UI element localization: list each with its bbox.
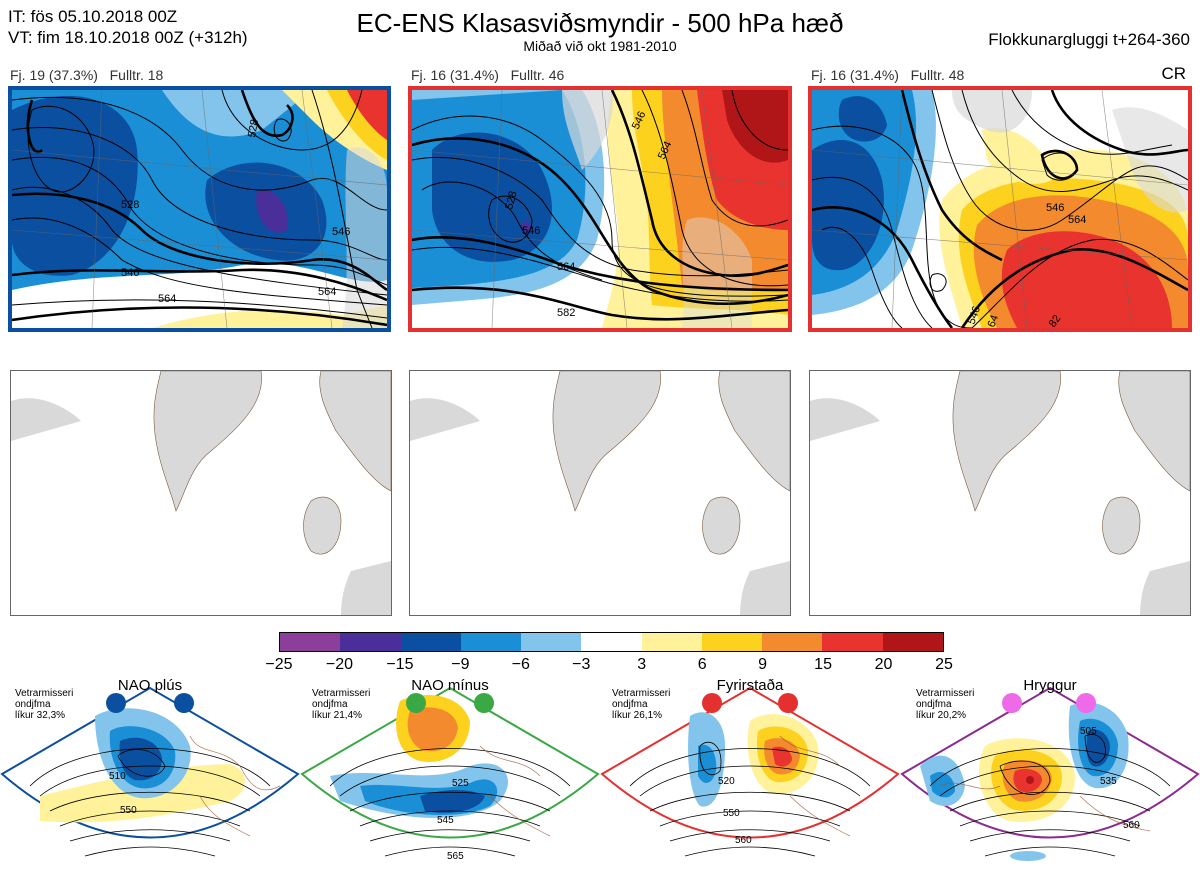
colorbar-tick-label: −3 bbox=[572, 656, 591, 673]
regime-contour-label: 560 bbox=[1123, 820, 1140, 831]
colorbar-bin bbox=[460, 633, 522, 651]
regime-note: Vetrarmisseri bbox=[612, 688, 670, 699]
cluster-map-2: 546 528 546 564 564 582 bbox=[408, 86, 792, 332]
cluster-1-label: Fj. 19 (37.3%) Fulltr. 18 bbox=[10, 67, 164, 83]
it-line: IT: fös 05.10.2018 00Z bbox=[8, 7, 178, 26]
contour-label: 546 bbox=[522, 225, 540, 237]
contour-label: 64 bbox=[986, 313, 1001, 328]
regime-note: ondjfma bbox=[612, 699, 648, 710]
regime-contour-label: 565 bbox=[447, 851, 464, 862]
colorbar-tick-label: −15 bbox=[386, 656, 414, 673]
colorbar-tick-label: 6 bbox=[697, 656, 707, 673]
contour-label: 546 bbox=[1046, 202, 1064, 214]
cluster-map-3: 546 564 546 64 82 bbox=[808, 86, 1192, 332]
contour-label: 564 bbox=[158, 293, 176, 305]
contour-label: 528 bbox=[246, 118, 261, 138]
regime-note: líkur 32,3% bbox=[15, 710, 65, 721]
regime-dot bbox=[1076, 693, 1096, 713]
regime-note: ondjfma bbox=[15, 699, 51, 710]
colorbar-bin bbox=[340, 633, 401, 651]
regime-dot bbox=[406, 693, 426, 713]
regime-name: Hryggur bbox=[1023, 677, 1076, 694]
blank-map-1 bbox=[10, 370, 392, 616]
regime-contour-label: 550 bbox=[723, 808, 740, 819]
contour-label: 564 bbox=[1068, 214, 1086, 226]
regime-fans: 510 550 NAO plús Vetrarmisseri ondjfma l… bbox=[0, 677, 1200, 862]
colorbar-bin bbox=[882, 633, 943, 651]
regime-contour-label: 505 bbox=[1080, 726, 1097, 737]
colorbar-bin bbox=[641, 633, 702, 651]
cluster-2-label: Fj. 16 (31.4%) Fulltr. 46 bbox=[411, 67, 565, 83]
colorbar-tick-label: −9 bbox=[451, 656, 470, 673]
contour-label: 564 bbox=[318, 286, 336, 298]
colorbar-bin bbox=[280, 633, 341, 651]
colorbar-bin bbox=[822, 633, 883, 651]
regime-dot bbox=[778, 693, 798, 713]
contour-label: 528 bbox=[121, 199, 139, 211]
page-title: EC-ENS Klasasviðsmyndir - 500 hPa hæð bbox=[356, 8, 844, 38]
contour-label: 582 bbox=[557, 307, 575, 319]
regime-dot bbox=[174, 693, 194, 713]
regime-note: líkur 20,2% bbox=[916, 710, 966, 721]
blank-map-2 bbox=[409, 370, 791, 616]
regime-contour-label: 535 bbox=[1100, 776, 1117, 787]
cluster-3-label: Fj. 16 (31.4%) Fulltr. 48 bbox=[811, 67, 965, 83]
regime-note: Vetrarmisseri bbox=[916, 688, 974, 699]
regime-name: NAO mínus bbox=[411, 677, 489, 694]
regime-note: Vetrarmisseri bbox=[312, 688, 370, 699]
regime-name: Fyrirstaða bbox=[717, 677, 784, 694]
regime-note: ondjfma bbox=[916, 699, 952, 710]
window-label: Flokkunargluggi t+264-360 bbox=[988, 30, 1190, 49]
regime-note: Vetrarmisseri bbox=[15, 688, 73, 699]
regime-contour-label: 550 bbox=[120, 805, 137, 816]
regime-note: líkur 21,4% bbox=[312, 710, 362, 721]
regime-dot bbox=[106, 693, 126, 713]
colorbar-bin bbox=[762, 633, 823, 651]
colorbar-tick-label: 20 bbox=[874, 656, 893, 673]
regime-dot bbox=[474, 693, 494, 713]
cluster-map-1: 528 528 546 564 546 564 bbox=[8, 86, 391, 332]
vt-line: VT: fim 18.10.2018 00Z (+312h) bbox=[8, 28, 248, 47]
regime-contour-label: 560 bbox=[735, 835, 752, 846]
regime-nao-plus: 510 550 NAO plús Vetrarmisseri ondjfma l… bbox=[0, 677, 300, 857]
colorbar-tick-label: −6 bbox=[511, 656, 530, 673]
colorbar-tick-label: 25 bbox=[935, 656, 953, 673]
regime-dot bbox=[1002, 693, 1022, 713]
contour-label: 528 bbox=[503, 190, 519, 211]
colorbar-tick-label: 3 bbox=[637, 656, 647, 673]
regime-blocking: 520 550 560 Fyrirstaða Vetrarmisseri ond… bbox=[600, 677, 900, 857]
colorbar-bin bbox=[701, 633, 763, 651]
regime-nao-minus: 525 545 565 NAO mínus Vetrarmisseri ondj… bbox=[300, 677, 600, 862]
regime-name: NAO plús bbox=[118, 677, 182, 694]
regime-ridge: 505 535 560 Hryggur Vetrarmisseri ondjfm… bbox=[900, 677, 1200, 861]
colorbar-tick-label: 15 bbox=[814, 656, 832, 673]
colorbar-bin bbox=[581, 633, 642, 651]
contour-label: 546 bbox=[121, 267, 139, 279]
colorbar-bin bbox=[400, 633, 461, 651]
init-time-text: IT: fös 05.10.2018 00Z VT: fim 18.10.201… bbox=[8, 6, 248, 48]
colorbar-tick-label: 9 bbox=[758, 656, 768, 673]
blank-map-3 bbox=[809, 370, 1191, 616]
regime-note: ondjfma bbox=[312, 699, 348, 710]
colorbar-tick-label: −20 bbox=[325, 656, 354, 673]
colorbar-tick-label: −25 bbox=[265, 656, 293, 673]
regime-contour-label: 545 bbox=[437, 815, 454, 826]
regime-note: líkur 26,1% bbox=[612, 710, 662, 721]
regime-row: 510 550 NAO plús Vetrarmisseri ondjfma l… bbox=[0, 676, 1200, 871]
regime-dot bbox=[702, 693, 722, 713]
contour-label: 546 bbox=[966, 305, 984, 326]
page-subtitle: Miðað við okt 1981-2010 bbox=[523, 38, 677, 54]
regime-contour-label: 510 bbox=[109, 771, 126, 782]
regime-contour-label: 520 bbox=[718, 776, 735, 787]
colorbar bbox=[279, 632, 944, 652]
contour-label: 564 bbox=[557, 261, 575, 273]
colorbar-bin bbox=[521, 633, 582, 651]
cr-label: CR bbox=[1161, 64, 1186, 83]
contour-label: 546 bbox=[332, 226, 350, 238]
regime-contour-label: 525 bbox=[452, 778, 469, 789]
